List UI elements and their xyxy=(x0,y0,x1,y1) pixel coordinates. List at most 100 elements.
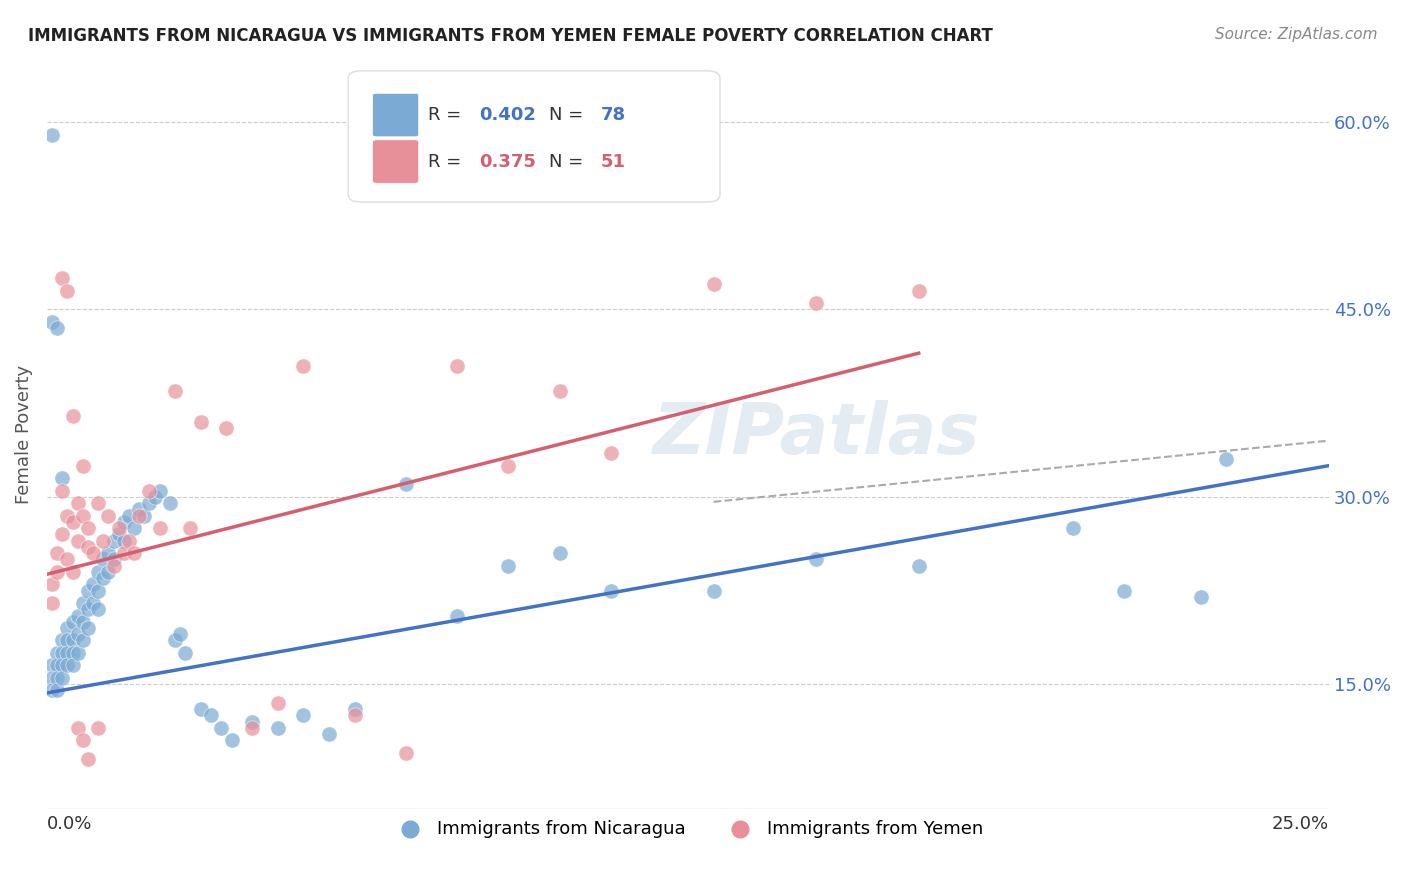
Point xyxy=(66,533,89,548)
Point xyxy=(46,683,69,698)
Point xyxy=(72,596,94,610)
Point xyxy=(266,721,288,735)
Y-axis label: Female Poverty: Female Poverty xyxy=(15,365,32,504)
Point xyxy=(169,627,191,641)
Point xyxy=(159,496,181,510)
Point xyxy=(600,446,623,460)
Point xyxy=(66,608,89,623)
Point xyxy=(240,714,263,729)
Point xyxy=(703,277,725,292)
Point xyxy=(56,633,79,648)
Point xyxy=(190,702,212,716)
Point xyxy=(97,508,120,523)
Point xyxy=(190,415,212,429)
Point xyxy=(51,471,73,485)
Point xyxy=(266,696,288,710)
Point xyxy=(82,596,104,610)
Point xyxy=(804,552,827,566)
Point xyxy=(907,284,929,298)
Point xyxy=(62,646,84,660)
Point xyxy=(118,508,141,523)
Point xyxy=(82,546,104,560)
Point xyxy=(498,458,520,473)
Point xyxy=(72,615,94,629)
Point xyxy=(103,533,125,548)
Point xyxy=(209,721,232,735)
Point xyxy=(62,515,84,529)
Point xyxy=(703,583,725,598)
Point xyxy=(395,477,418,491)
Point xyxy=(62,615,84,629)
Point xyxy=(72,633,94,648)
Point xyxy=(91,571,114,585)
Text: IMMIGRANTS FROM NICARAGUA VS IMMIGRANTS FROM YEMEN FEMALE POVERTY CORRELATION CH: IMMIGRANTS FROM NICARAGUA VS IMMIGRANTS … xyxy=(28,27,993,45)
Text: 0.402: 0.402 xyxy=(479,106,536,124)
Point xyxy=(66,496,89,510)
Point xyxy=(107,521,129,535)
Point xyxy=(62,565,84,579)
Point xyxy=(91,533,114,548)
Point xyxy=(72,508,94,523)
Point xyxy=(41,683,63,698)
Point xyxy=(165,384,187,398)
Point xyxy=(56,552,79,566)
Point xyxy=(138,483,160,498)
Point xyxy=(41,671,63,685)
Point xyxy=(1215,452,1237,467)
Point xyxy=(51,671,73,685)
Point xyxy=(62,633,84,648)
Point xyxy=(87,721,110,735)
Point xyxy=(149,483,172,498)
Point xyxy=(72,458,94,473)
Point xyxy=(165,633,187,648)
Point xyxy=(51,271,73,285)
Point xyxy=(72,733,94,747)
Point xyxy=(87,496,110,510)
Point xyxy=(240,721,263,735)
Text: 25.0%: 25.0% xyxy=(1272,815,1329,833)
Point xyxy=(128,508,150,523)
Point xyxy=(446,359,468,373)
Point xyxy=(62,658,84,673)
Point xyxy=(343,702,366,716)
Point xyxy=(103,552,125,566)
Point xyxy=(41,315,63,329)
Point xyxy=(134,508,156,523)
Point xyxy=(1189,590,1212,604)
Point xyxy=(77,540,100,554)
Point xyxy=(318,727,340,741)
Point xyxy=(51,646,73,660)
Point xyxy=(46,658,69,673)
Point xyxy=(51,483,73,498)
Point xyxy=(907,558,929,573)
Text: R =: R = xyxy=(427,153,467,170)
Point xyxy=(41,596,63,610)
Text: 51: 51 xyxy=(600,153,626,170)
Point xyxy=(87,602,110,616)
Point xyxy=(221,733,243,747)
Point xyxy=(56,284,79,298)
Point xyxy=(122,521,145,535)
Point xyxy=(215,421,238,435)
Point xyxy=(77,752,100,766)
Text: N =: N = xyxy=(550,106,589,124)
Point xyxy=(112,533,135,548)
Point xyxy=(56,646,79,660)
Point xyxy=(77,583,100,598)
Point xyxy=(103,558,125,573)
Point xyxy=(343,708,366,723)
Point xyxy=(292,359,315,373)
Point xyxy=(46,646,69,660)
Point xyxy=(200,708,222,723)
Point xyxy=(77,602,100,616)
Text: N =: N = xyxy=(550,153,589,170)
Text: ZIPatlas: ZIPatlas xyxy=(652,400,980,469)
Point xyxy=(292,708,315,723)
Point xyxy=(122,546,145,560)
Point xyxy=(51,633,73,648)
Point xyxy=(77,621,100,635)
FancyBboxPatch shape xyxy=(373,94,419,136)
Text: 78: 78 xyxy=(600,106,626,124)
Point xyxy=(149,521,172,535)
Point xyxy=(1112,583,1135,598)
